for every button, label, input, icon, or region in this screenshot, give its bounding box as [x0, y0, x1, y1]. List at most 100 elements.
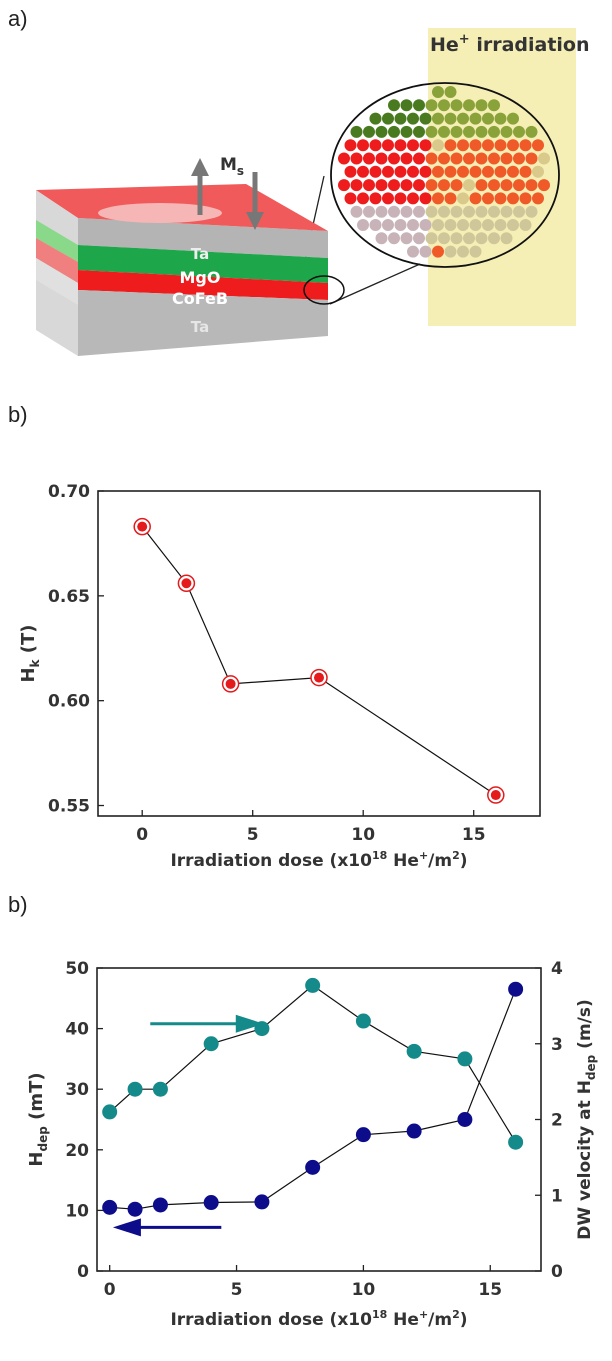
y-right-axis-label: DW velocity at Hdep (m/s) [575, 999, 598, 1240]
atom [532, 192, 544, 205]
atom [538, 152, 550, 165]
atom [400, 232, 413, 245]
atom [457, 139, 469, 152]
data-point-right [203, 1036, 219, 1052]
data-point-right [355, 1013, 371, 1029]
y-right-tick-label: 0 [551, 1262, 563, 1282]
y-right-tick-label: 4 [551, 959, 563, 979]
atom [438, 125, 450, 138]
data-point-left [152, 1197, 168, 1213]
atom [407, 139, 419, 152]
atom [532, 165, 544, 178]
atom [394, 219, 407, 231]
atom [394, 112, 407, 125]
data-point [177, 574, 196, 593]
atom [369, 165, 382, 178]
x-tick-label: 15 [462, 825, 486, 845]
x-tick-label: 15 [478, 1280, 502, 1300]
atom [507, 192, 519, 205]
layer-label-ta-top: Ta [191, 245, 209, 263]
atom [469, 219, 482, 231]
zoom-line-bottom [329, 263, 421, 305]
atom [482, 112, 494, 125]
atom [425, 99, 438, 112]
atom [400, 205, 413, 218]
atom [432, 112, 444, 125]
atom [482, 219, 494, 231]
atom [532, 139, 544, 152]
atom [457, 165, 469, 178]
atom [494, 192, 507, 205]
atom [482, 165, 494, 178]
atom [425, 125, 438, 138]
atom [500, 205, 513, 218]
atom [344, 192, 357, 205]
atom [425, 179, 438, 192]
atom [482, 139, 494, 152]
atom [425, 152, 438, 165]
x-tick-label: 5 [231, 1280, 243, 1300]
atom [407, 219, 419, 231]
atom [463, 205, 475, 218]
atom [457, 245, 469, 258]
y-left-tick-label: 50 [65, 959, 89, 979]
atom [494, 165, 507, 178]
atom [350, 125, 363, 138]
data-point [221, 675, 240, 693]
atom [407, 192, 419, 205]
atom [469, 165, 482, 178]
right-axis-arrowhead [235, 1014, 264, 1033]
panel-a-illustration: He+ irradiation Ta MgO CoFeB Ta Ms [36, 28, 590, 356]
atom [388, 99, 400, 112]
atom [475, 125, 488, 138]
atom [413, 232, 425, 245]
atom [450, 152, 463, 165]
atom [419, 192, 432, 205]
atom [338, 179, 350, 192]
x-tick-label: 10 [352, 1280, 376, 1300]
atom [375, 205, 388, 218]
data-point [310, 668, 328, 687]
atom [519, 192, 532, 205]
magnetization-up-arrow [191, 158, 209, 215]
plot-frame [97, 490, 541, 817]
atom [413, 205, 425, 218]
zoom-marker [303, 275, 345, 305]
atom [363, 205, 375, 218]
atom [463, 99, 475, 112]
atom [519, 219, 532, 231]
data-point-right [508, 1134, 524, 1150]
data-point-left [355, 1127, 371, 1143]
x-tick-label: 10 [351, 825, 375, 845]
panel-b-label: b) [8, 402, 28, 427]
data-point-right [102, 1104, 118, 1120]
atom [450, 179, 463, 192]
atom [394, 139, 407, 152]
atom [400, 99, 413, 112]
y-left-tick-label: 40 [65, 1020, 89, 1040]
atom [513, 179, 525, 192]
atom [494, 112, 507, 125]
atom [488, 152, 500, 165]
atom [507, 112, 519, 125]
y-tick-label: 0.55 [48, 797, 90, 817]
atom [425, 232, 438, 245]
layer-label-mgo: MgO [180, 268, 221, 287]
atom [350, 179, 363, 192]
atom [375, 232, 388, 245]
atom [363, 152, 375, 165]
atom [388, 125, 400, 138]
atom [500, 232, 513, 245]
data-point-left [127, 1201, 143, 1217]
atom [382, 192, 394, 205]
magnetization-down-arrow [246, 172, 264, 230]
atom [500, 179, 513, 192]
atom [475, 232, 488, 245]
layer-ta-bottom [78, 290, 328, 356]
data-point-right [152, 1081, 168, 1097]
atom [369, 112, 382, 125]
atom [507, 139, 519, 152]
atom [507, 165, 519, 178]
atom [438, 205, 450, 218]
atom [357, 219, 369, 231]
